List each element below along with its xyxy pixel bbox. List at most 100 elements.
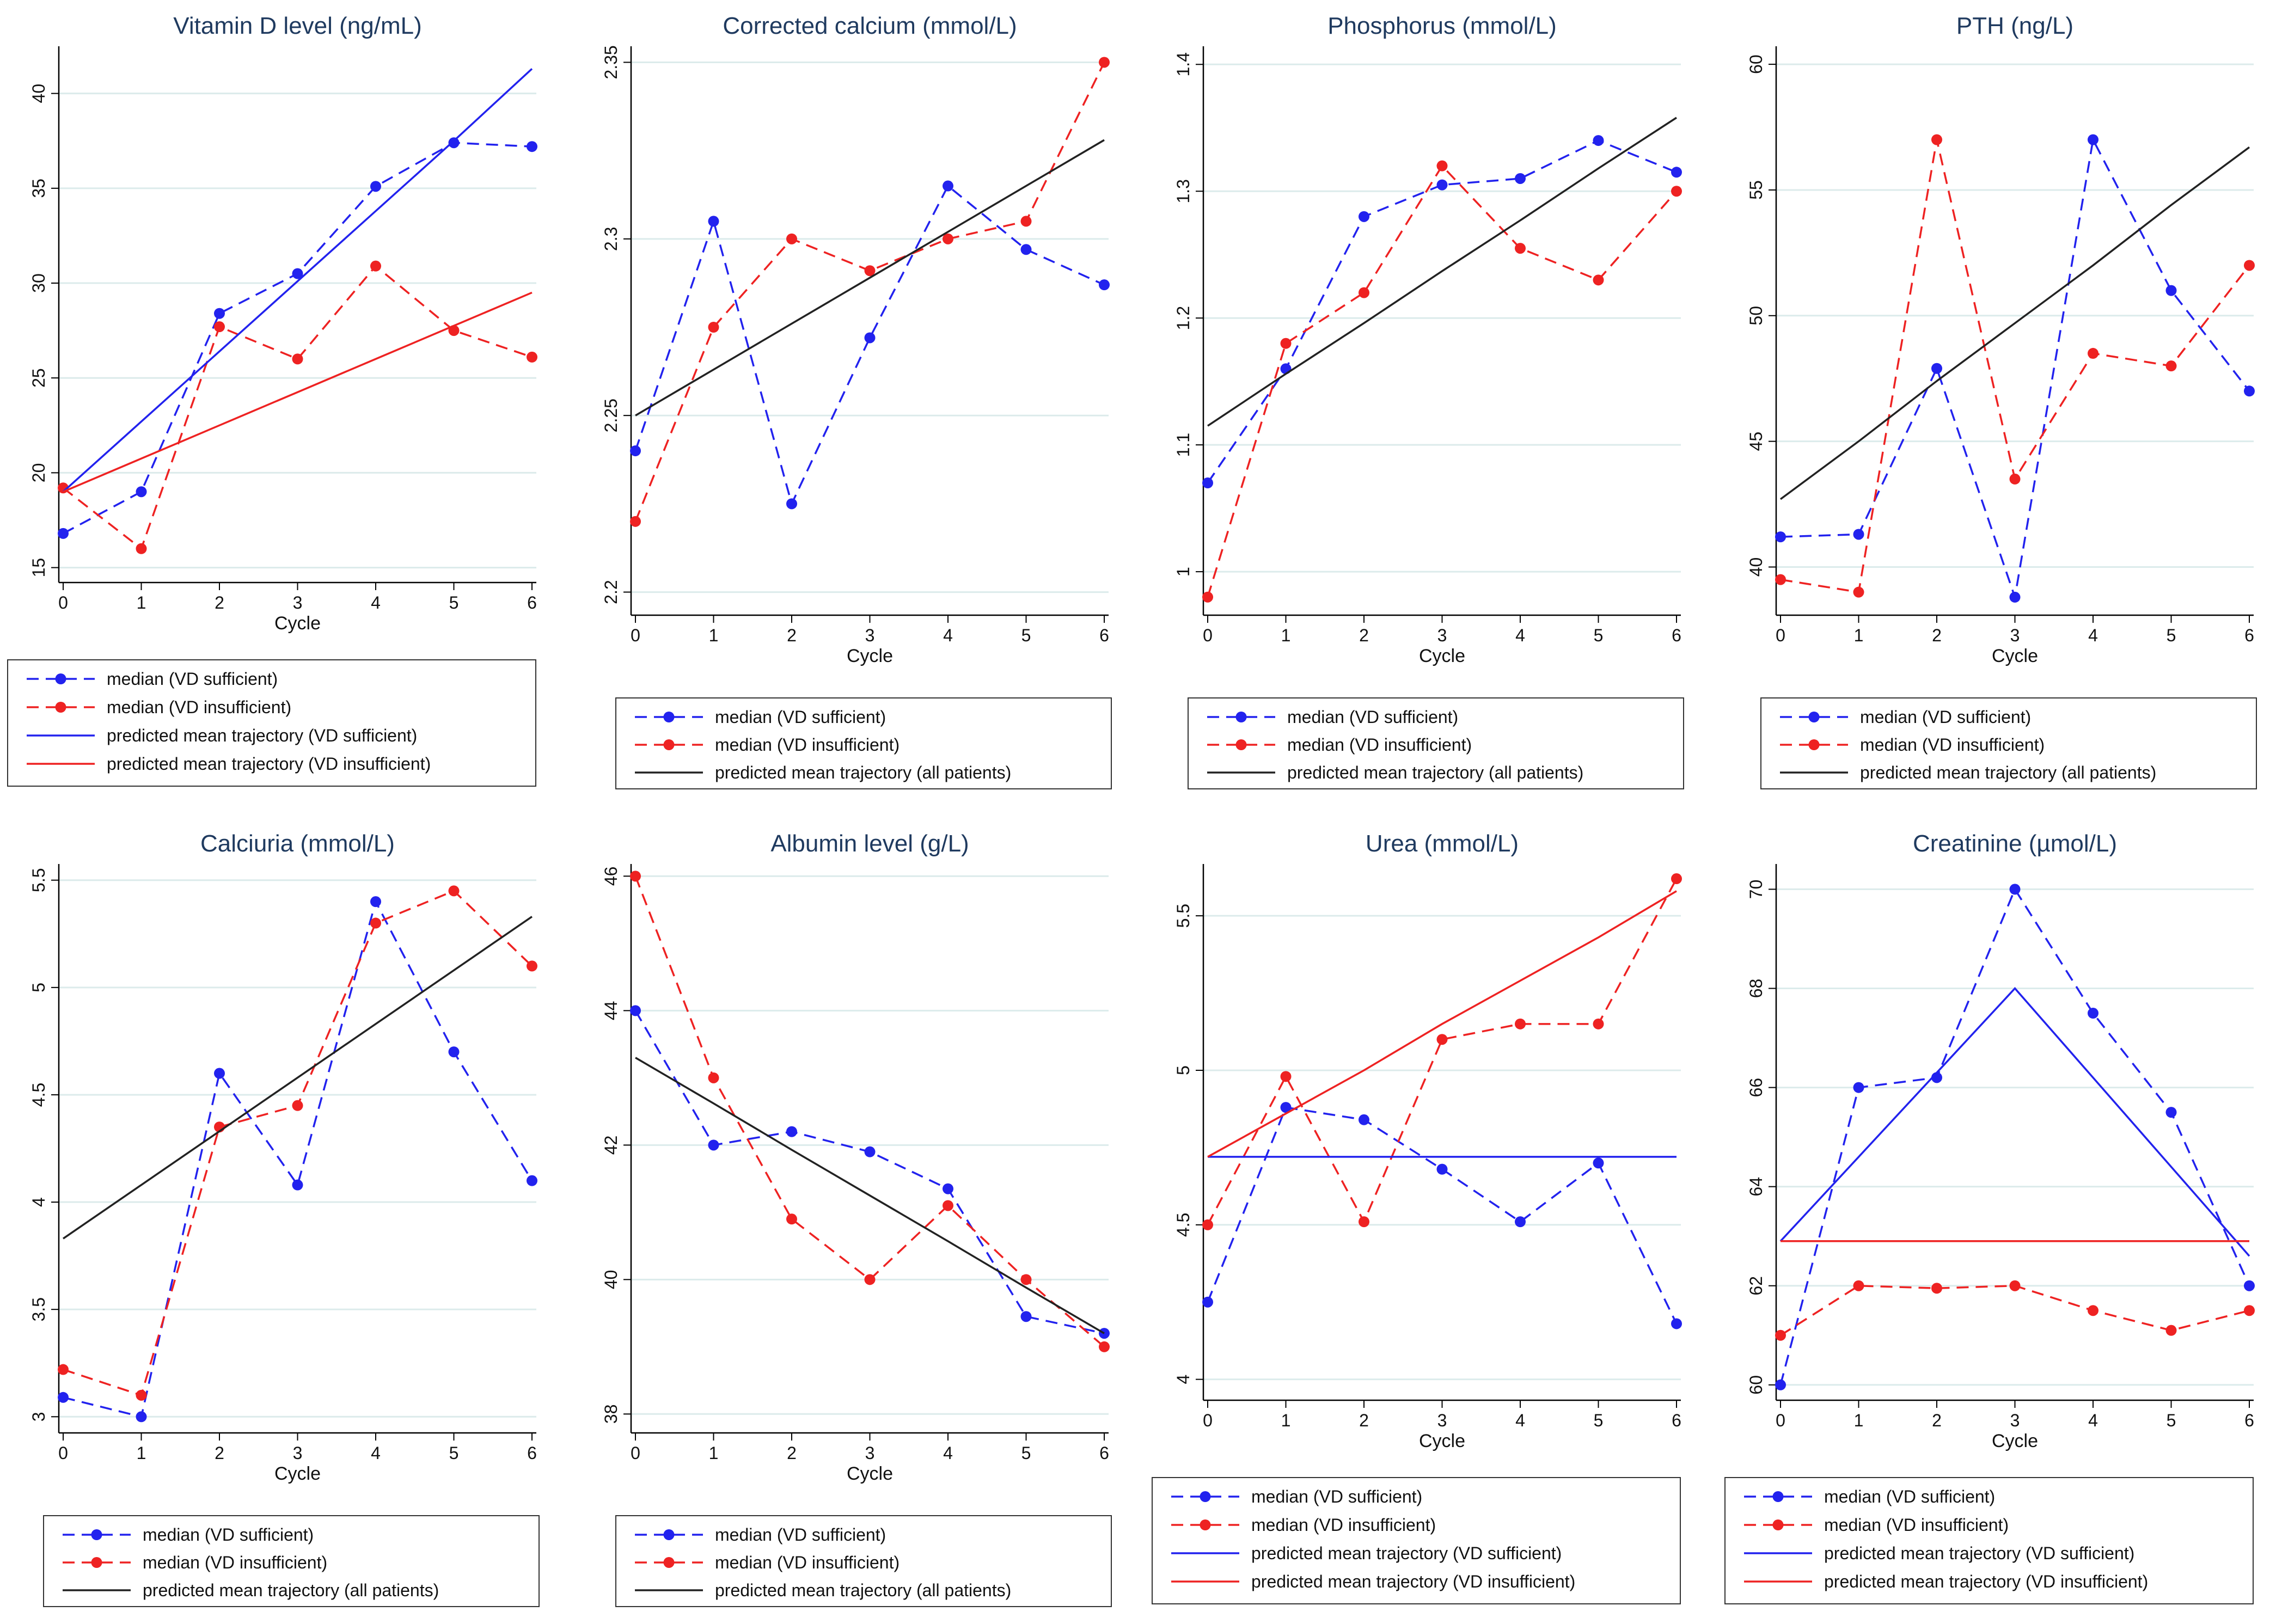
data-point-insufficient — [864, 1274, 876, 1285]
legend-label: predicted mean trajectory (all patients) — [1860, 763, 2156, 782]
data-point-sufficient — [527, 141, 537, 152]
chart-panel-7: Urea (mmol/L) 4 4.5 5 5.5 0 1 2 3 4 5 6 Cycle median … — [1152, 830, 1682, 1604]
data-point-insufficient — [527, 960, 537, 972]
data-point-sufficient — [1280, 1102, 1292, 1113]
y-tick-label: 70 — [1746, 880, 1766, 899]
legend: median (VD sufficient) median (VD insuffi… — [1724, 1477, 2254, 1604]
chart-panel-1: Vitamin D level (ng/mL) 15 20 25 30 35 40 0 1 2 3 4… — [7, 13, 537, 787]
data-point-insufficient — [2244, 1305, 2255, 1316]
data-point-insufficient — [708, 322, 719, 333]
chart-panel-5: Calciuria (mmol/L) 3 3.5 4 4.5 5 5.5 0 1 2 3 4 5 6 Cyc… — [29, 830, 540, 1607]
x-tick-label: 6 — [2244, 626, 2254, 645]
data-point-insufficient — [527, 351, 537, 363]
series-line-insufficient-predicted — [63, 291, 533, 493]
x-tick-label: 0 — [1203, 626, 1213, 645]
legend-box — [1760, 697, 2257, 789]
y-tick-label: 45 — [1746, 432, 1766, 451]
x-axis-label: Cycle — [847, 646, 893, 666]
data-point-insufficient — [1931, 134, 1942, 145]
x-tick-label: 2 — [1359, 1411, 1369, 1430]
data-point-sufficient — [1436, 1163, 1448, 1175]
data-point-sufficient — [292, 1179, 303, 1191]
chart-title: PTH (ng/L) — [1956, 13, 2073, 39]
x-tick-label: 1 — [1281, 1411, 1291, 1430]
y-tick-label: 4.5 — [29, 1083, 48, 1107]
data-point-sufficient — [1515, 173, 1526, 184]
y-tick-label: 1 — [1173, 567, 1193, 577]
chart-panel-6: Albumin level (g/L) 38 40 42 44 46 0 1 2 3 4 5 6 Cycl… — [601, 830, 1112, 1607]
x-axis-label: Cycle — [1419, 646, 1465, 666]
data-point-insufficient — [1359, 1216, 1369, 1228]
y-tick-label: 4.5 — [1173, 1213, 1193, 1237]
legend-swatch-marker — [663, 739, 675, 750]
legend: median (VD sufficient) median (VD insuffi… — [1152, 1477, 1681, 1604]
legend-label: predicted mean trajectory (all patients) — [1287, 763, 1583, 782]
data-point-insufficient — [1515, 243, 1526, 254]
series-line-insufficient-median — [634, 62, 1105, 522]
x-tick-label: 0 — [631, 626, 640, 645]
chart-title: Urea (mmol/L) — [1366, 830, 1519, 857]
legend-label: median (VD sufficient) — [1860, 707, 2031, 727]
data-point-insufficient — [292, 353, 303, 365]
data-point-sufficient — [943, 1183, 953, 1194]
legend-swatch-marker — [91, 1557, 102, 1568]
x-tick-label: 6 — [527, 593, 537, 612]
x-tick-label: 1 — [1854, 1411, 1864, 1430]
y-tick-label: 46 — [601, 867, 621, 886]
series-line-insufficient-predicted — [1207, 890, 1677, 1158]
legend-label: predicted mean trajectory (all patients) — [715, 1580, 1011, 1600]
x-tick-label: 4 — [1515, 1411, 1525, 1430]
legend-label: median (VD insufficient) — [715, 735, 900, 755]
series-line-insufficient-median — [62, 265, 533, 550]
x-tick-label: 3 — [2010, 626, 2020, 645]
legend: median (VD sufficient) median (VD insuffi… — [7, 659, 536, 787]
x-axis-label: Cycle — [274, 613, 321, 634]
legend-swatch-marker — [1235, 712, 1247, 722]
x-tick-label: 6 — [527, 1443, 537, 1463]
legend-label: predicted mean trajectory (VD insufficie… — [1251, 1572, 1575, 1591]
data-point-insufficient — [786, 233, 797, 244]
data-point-insufficient — [1280, 338, 1292, 349]
legend-swatch-marker — [663, 1529, 675, 1540]
data-point-insufficient — [1099, 1341, 1110, 1352]
data-point-insufficient — [2088, 348, 2098, 359]
y-tick-label: 4 — [29, 1197, 48, 1207]
x-axis-label: Cycle — [847, 1463, 893, 1484]
y-tick-label: 2.2 — [601, 580, 621, 604]
legend: median (VD sufficient) median (VD insuffi… — [1188, 697, 1684, 789]
x-tick-label: 0 — [1776, 1411, 1785, 1430]
x-tick-label: 0 — [58, 593, 68, 612]
data-point-insufficient — [1020, 216, 1032, 227]
legend-label: median (VD insufficient) — [1251, 1515, 1436, 1535]
data-point-sufficient — [2165, 285, 2177, 296]
y-tick-label: 15 — [29, 558, 48, 578]
series-line-sufficient-median — [1779, 887, 2250, 1386]
y-tick-label: 1.1 — [1173, 433, 1193, 457]
data-point-sufficient — [1671, 167, 1682, 178]
data-point-insufficient — [1775, 574, 1786, 585]
data-point-sufficient — [136, 486, 147, 498]
series-line-all-predicted — [63, 916, 533, 1240]
legend-label: predicted mean trajectory (all patients) — [143, 1580, 439, 1600]
data-point-sufficient — [1593, 1157, 1604, 1169]
legend: median (VD sufficient) median (VD insuffi… — [615, 1515, 1112, 1607]
y-tick-label: 2.35 — [601, 45, 621, 79]
data-point-insufficient — [943, 233, 953, 244]
y-tick-label: 42 — [601, 1136, 621, 1155]
legend-label: median (VD insufficient) — [1824, 1515, 2009, 1535]
series-line-insufficient-median — [63, 890, 533, 1397]
data-point-sufficient — [708, 1139, 719, 1151]
data-point-insufficient — [1671, 186, 1682, 197]
data-point-insufficient — [1593, 1018, 1604, 1029]
x-tick-label: 4 — [2088, 1411, 2098, 1430]
data-point-sufficient — [2009, 591, 2021, 603]
x-tick-label: 2 — [1932, 1411, 1942, 1430]
data-point-insufficient — [2088, 1305, 2098, 1316]
x-tick-label: 1 — [709, 1443, 719, 1463]
data-point-insufficient — [1593, 274, 1604, 286]
y-tick-label: 25 — [29, 368, 48, 388]
y-tick-label: 3.5 — [29, 1297, 48, 1321]
x-tick-label: 2 — [1359, 626, 1369, 645]
data-point-insufficient — [2165, 1325, 2177, 1336]
